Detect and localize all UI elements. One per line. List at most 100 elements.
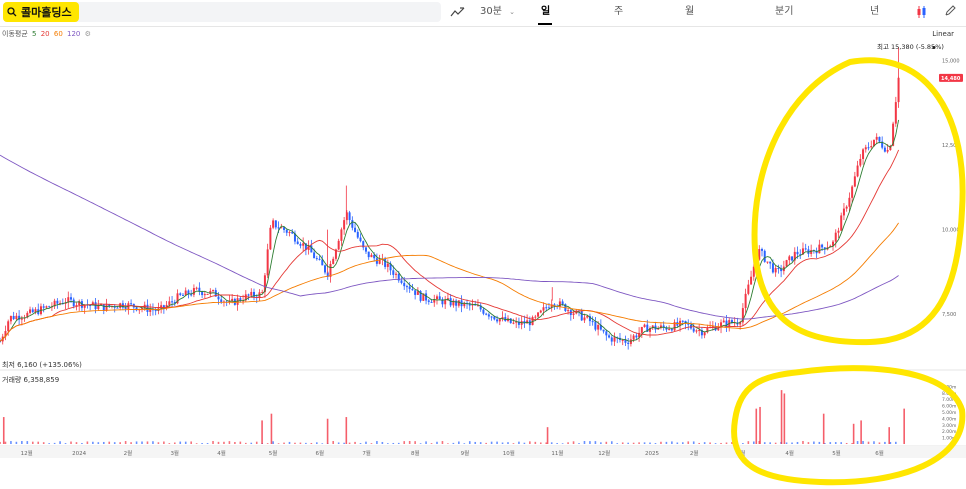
chart-type-icon[interactable]	[450, 6, 466, 18]
candle-body	[881, 141, 884, 148]
volume-bar	[53, 442, 56, 444]
candle-body	[378, 259, 381, 264]
candle-body	[345, 212, 348, 221]
volume-bar	[589, 441, 591, 444]
candle-body	[34, 309, 37, 313]
candle-body	[18, 315, 21, 320]
volume-spike-bar	[2, 417, 5, 444]
candle-body	[692, 328, 695, 332]
candle-body	[160, 305, 163, 309]
candle-body	[457, 300, 460, 306]
ma5-label: 5	[32, 30, 37, 38]
candle-body	[542, 307, 545, 311]
candle-body	[397, 273, 400, 281]
settings-gear-icon[interactable]: ⚙	[84, 30, 91, 38]
volume-bar	[212, 441, 214, 444]
volume-bar	[747, 441, 750, 444]
volume-bar	[359, 443, 362, 444]
price-tick-label: 12,500	[942, 143, 960, 149]
candle-body	[878, 136, 881, 142]
volume-bar	[59, 441, 61, 444]
stock-search-box[interactable]: 콜마홀딩스	[3, 2, 441, 22]
candle-body	[422, 293, 425, 301]
volume-bar	[490, 441, 493, 444]
candle-body	[291, 232, 294, 234]
volume-bar	[97, 442, 100, 444]
candle-body	[179, 293, 182, 295]
candle-body	[364, 247, 367, 252]
candle-body	[717, 327, 720, 331]
candle-body	[332, 258, 335, 264]
candle-body	[463, 302, 466, 307]
volume-bar	[124, 441, 127, 444]
volume-bar	[654, 443, 657, 444]
time-tick-label: 3월	[170, 449, 179, 457]
volume-bar	[64, 443, 67, 444]
scale-mode-label[interactable]: Linear	[932, 30, 954, 38]
interval-selector[interactable]: 30분 ⌄	[480, 0, 515, 24]
candle-body	[791, 256, 794, 261]
candle-body	[897, 77, 900, 103]
candle-body	[83, 304, 86, 308]
candle-body	[220, 299, 223, 303]
candle-body	[485, 313, 488, 315]
candle-body	[351, 220, 354, 228]
volume-bar	[884, 441, 886, 444]
volume-bars	[0, 390, 905, 444]
candle-body	[810, 250, 813, 254]
volume-tick-label: 4.00m	[942, 416, 956, 422]
candle-body	[722, 320, 725, 323]
candle-body	[665, 327, 668, 330]
volume-bar	[616, 443, 619, 444]
volume-bar	[234, 442, 236, 444]
candle-body	[837, 230, 840, 233]
candle-body	[752, 266, 755, 277]
pencil-icon[interactable]	[944, 5, 956, 17]
volume-bar	[632, 442, 635, 444]
volume-bar	[851, 443, 853, 444]
candle-body	[635, 335, 638, 338]
candle-body	[329, 263, 332, 277]
volume-bar	[824, 443, 826, 444]
volume-bar	[665, 441, 668, 444]
candle-body	[750, 276, 753, 285]
candle-body	[296, 241, 299, 244]
volume-bar	[255, 441, 258, 444]
volume-spike-bar	[345, 417, 348, 444]
candle-body	[100, 304, 103, 306]
candle-body	[698, 330, 701, 332]
candle-body	[761, 249, 764, 251]
candle-body	[373, 254, 376, 259]
tab-period-day[interactable]: 일	[541, 6, 551, 17]
volume-spike-bar	[780, 390, 783, 444]
tab-period-week[interactable]: 주	[614, 6, 624, 17]
volume-bar	[720, 442, 722, 444]
volume-bar	[463, 443, 466, 444]
candle-body	[823, 247, 826, 250]
tab-period-year[interactable]: 년	[870, 6, 880, 17]
volume-bar	[266, 443, 269, 444]
volume-spike-bar	[546, 427, 549, 444]
volume-bar	[583, 441, 586, 444]
candle-body	[832, 241, 835, 246]
candle-body	[116, 307, 119, 309]
candle-body	[774, 267, 777, 273]
tab-period-month[interactable]: 월	[685, 6, 695, 17]
candle-body	[45, 306, 48, 308]
candle-body	[64, 302, 67, 304]
stock-name-highlight[interactable]: 콜마홀딩스	[3, 2, 79, 22]
tab-period-quarter[interactable]: 분기	[775, 6, 794, 17]
candle-body	[154, 310, 157, 312]
candle-body	[583, 317, 586, 321]
indicator-icon[interactable]	[917, 5, 929, 19]
price-axis: 15,000 12,500 10,000 7,500 14,480	[939, 58, 963, 318]
interval-label: 30분	[480, 6, 502, 17]
candle-body	[796, 251, 799, 255]
moving-average-legend[interactable]: 이동평균 5 20 60 120 ⚙	[2, 29, 93, 39]
current-price-tag	[939, 73, 963, 82]
candle-body	[700, 330, 703, 336]
volume-bar	[676, 442, 679, 444]
volume-bar	[501, 442, 504, 444]
candle-body	[20, 318, 23, 320]
